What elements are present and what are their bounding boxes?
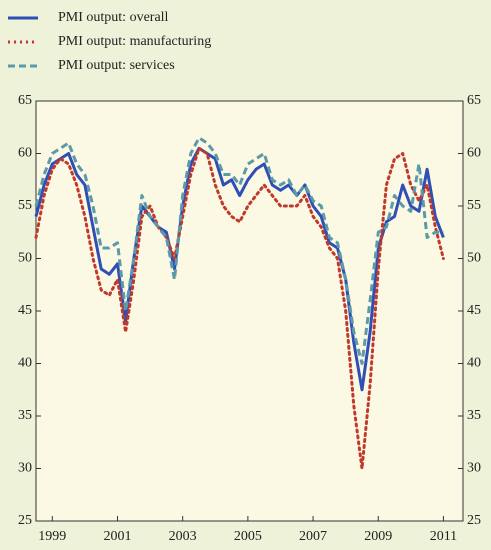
- series-line: [34, 146, 445, 470]
- x-tick-label: 2011: [430, 529, 457, 544]
- x-tick-label: 2009: [364, 529, 392, 544]
- x-tick-label: 1999: [38, 529, 66, 544]
- y2-tick-label: 55: [467, 198, 481, 213]
- series-line: [34, 136, 444, 365]
- y-tick-label: 55: [18, 198, 32, 213]
- y-tick-label: 25: [18, 513, 32, 528]
- y-tick-label: 35: [18, 408, 32, 423]
- y-tick-label: 50: [18, 251, 32, 266]
- y2-tick-label: 60: [467, 146, 481, 161]
- y2-tick-label: 35: [467, 408, 481, 423]
- y-tick-label: 40: [18, 356, 32, 371]
- y2-tick-label: 30: [467, 461, 481, 476]
- y-tick-label: 60: [18, 146, 32, 161]
- x-tick-label: 2005: [234, 529, 262, 544]
- y-tick-label: 30: [18, 461, 32, 476]
- y2-tick-label: 45: [467, 303, 481, 318]
- y-tick-label: 45: [18, 303, 32, 318]
- x-tick-label: 2007: [299, 529, 327, 544]
- y2-tick-label: 25: [467, 513, 481, 528]
- legend-label: PMI output: services: [58, 58, 175, 73]
- series-line: [34, 146, 445, 392]
- y2-tick-label: 65: [467, 93, 481, 108]
- y2-tick-label: 50: [467, 251, 481, 266]
- legend-label: PMI output: overall: [58, 10, 169, 25]
- legend-label: PMI output: manufacturing: [58, 34, 211, 49]
- y-tick-label: 65: [18, 93, 32, 108]
- y2-tick-label: 40: [467, 356, 481, 371]
- x-tick-label: 2001: [103, 529, 131, 544]
- x-tick-label: 2003: [169, 529, 197, 544]
